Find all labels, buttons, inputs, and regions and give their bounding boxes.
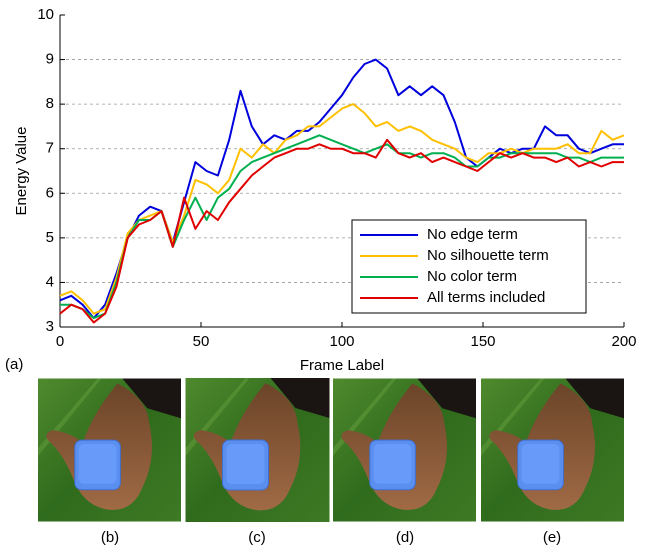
y-tick-label: 8 — [46, 95, 54, 112]
page: {"chart_data": { "type": "line", "panel_… — [0, 0, 656, 548]
photo — [186, 378, 330, 522]
photo — [333, 379, 476, 522]
legend-label: All terms included — [427, 289, 545, 306]
panel-label: (c) — [248, 529, 266, 546]
photo — [38, 379, 181, 522]
figure: (a) Frame Label Energy Value (b) (c) (d)… — [0, 0, 656, 548]
photo — [481, 379, 624, 522]
y-tick-label: 7 — [46, 140, 54, 157]
y-tick-label: 9 — [46, 51, 54, 68]
x-tick-label: 50 — [193, 333, 210, 350]
y-tick-label: 6 — [46, 184, 54, 201]
y-tick-label: 5 — [46, 229, 54, 246]
y-axis-label: Energy Value — [13, 127, 30, 216]
legend-label: No silhouette term — [427, 247, 549, 264]
x-tick-label: 100 — [329, 333, 354, 350]
x-tick-label: 200 — [611, 333, 636, 350]
panel-label: (b) — [101, 529, 119, 546]
legend: No edge term No silhouette term No color t… — [352, 220, 586, 313]
x-tick-label: 0 — [56, 333, 64, 350]
y-tick-label: 10 — [37, 6, 54, 23]
y-tick-label: 4 — [46, 273, 54, 290]
panel-label: (e) — [543, 529, 561, 546]
legend-label: No color term — [427, 268, 517, 285]
panel-label: (d) — [396, 529, 414, 546]
panel-label: (a) — [5, 356, 23, 373]
x-axis-label: Frame Label — [300, 357, 384, 374]
x-tick-label: 150 — [470, 333, 495, 350]
y-tick-label: 3 — [46, 318, 54, 335]
legend-label: No edge term — [427, 226, 518, 243]
